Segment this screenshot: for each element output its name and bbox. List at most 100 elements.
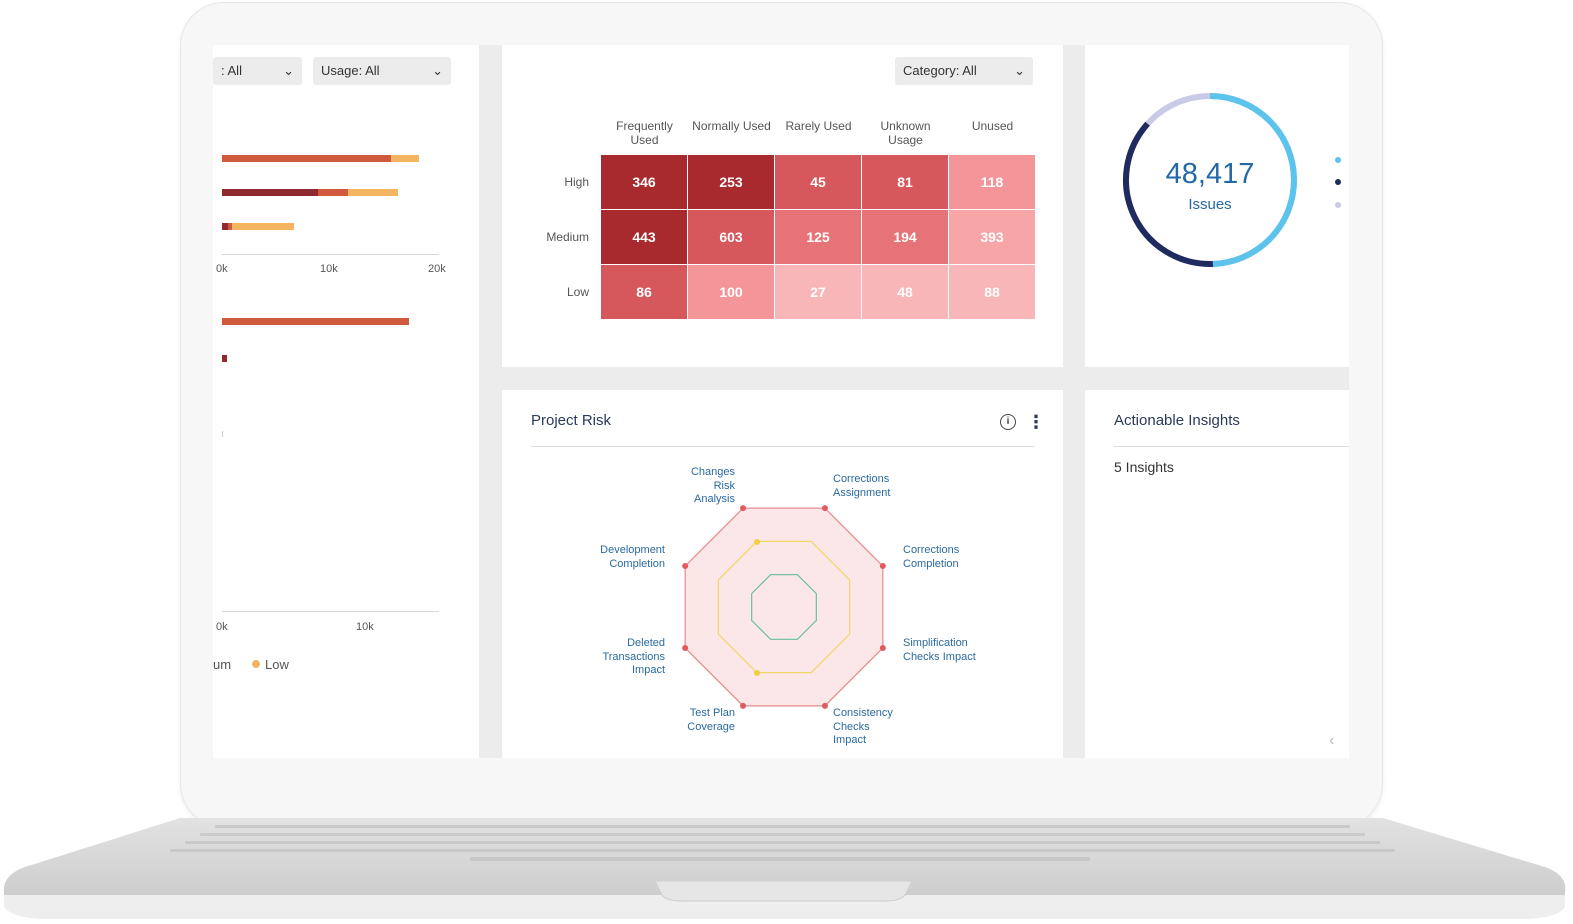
heatmap-cell[interactable]: 346	[601, 155, 687, 209]
chevron-down-icon: ⌄	[283, 63, 294, 78]
insight-text: Fix 14 corrections prior to running SUM,…	[1160, 519, 1330, 587]
tick-label: 20k	[428, 263, 446, 275]
heatmap-column-header: Rarely Used	[785, 119, 852, 133]
insight-card-workstreams[interactable]: Review 17 workstreams with High Priority…	[1114, 606, 1349, 691]
issues-label: Issues	[1188, 196, 1232, 213]
heatmap-row-header: Medium	[546, 230, 589, 244]
legend-label-low: Low	[265, 657, 289, 672]
title-divider	[531, 446, 1034, 447]
heatmap-cell[interactable]: 88	[949, 265, 1035, 319]
issues-panel: 48,417 Issues	[1085, 45, 1349, 367]
tick-label: 0k	[216, 621, 228, 633]
bar-segment	[222, 189, 318, 196]
legend-dot-low	[252, 660, 260, 668]
radar-axis-label: Changes Risk Analysis	[690, 466, 735, 505]
tick-label: 0k	[216, 263, 228, 275]
category-filter-label: Category: All	[903, 63, 977, 78]
heatmap-cell[interactable]: 253	[688, 155, 774, 209]
wrench-icon	[1124, 635, 1146, 662]
legend-label-partial: um	[213, 657, 232, 672]
heatmap-column-header: Unknown Usage	[880, 119, 931, 147]
heatmap-cell[interactable]: 45	[775, 155, 861, 209]
category-filter-select[interactable]: Category: All ⌄	[895, 57, 1033, 85]
filter-select-partial-label: : All	[221, 63, 242, 78]
heatmap-cell[interactable]: 443	[601, 210, 687, 264]
pager-dot	[1335, 179, 1341, 185]
heatmap-cell[interactable]: 48	[862, 265, 948, 319]
issues-donut	[1123, 93, 1341, 267]
radar-point	[879, 644, 886, 651]
radar-point	[682, 563, 689, 570]
radar-axis-label: Corrections Assignment	[833, 473, 891, 499]
filter-select-partial[interactable]: : All ⌄	[213, 57, 302, 85]
radar-axis-label: Consistency Checks Impact	[833, 707, 893, 746]
title-divider	[1114, 446, 1349, 447]
radar-chart	[682, 505, 886, 709]
radar-point	[740, 702, 747, 709]
bar-segment	[391, 155, 419, 162]
heatmap-panel: Category: All ⌄ Frequently Used Normally …	[502, 45, 1063, 367]
radar-point	[821, 505, 828, 512]
dashboard-screen: : All ⌄ Usage: All ⌄ 0k 10k 20k 0k 10k u…	[213, 45, 1349, 758]
bar-segment	[222, 223, 228, 230]
insight-text: Review 17 workstreams with High Priority…	[1160, 623, 1337, 674]
bar-segment	[222, 431, 223, 437]
radar-axis-label: Test Plan Coverage	[687, 707, 735, 733]
radar-series-yellow	[717, 540, 851, 674]
heatmap-cell[interactable]: 100	[688, 265, 774, 319]
radar-axis-label: Simplification Checks Impact	[903, 637, 976, 663]
heatmap-column-header: Unused	[971, 119, 1014, 133]
radar-point	[682, 644, 689, 651]
usage-filter-label: Usage: All	[321, 63, 380, 78]
heatmap-cell[interactable]: 125	[775, 210, 861, 264]
radar-point	[879, 563, 886, 570]
tick-label: 10k	[356, 621, 374, 633]
radar-series-green	[751, 574, 817, 640]
left-chart-panel: : All ⌄ Usage: All ⌄ 0k 10k 20k 0k 10k u…	[213, 45, 479, 758]
bar-segment	[222, 155, 391, 162]
actionable-insights-panel: Actionable Insights 5 Insights Fix 14 co…	[1085, 390, 1349, 758]
radar-axis-label: Development Completion	[600, 544, 665, 570]
heatmap-cell[interactable]: 603	[688, 210, 774, 264]
tick-label: 10k	[320, 263, 338, 275]
radar-point	[740, 505, 747, 512]
heatmap-column-header: Normally Used	[692, 119, 771, 133]
bar-segment	[348, 189, 398, 196]
heatmap-cell[interactable]: 27	[775, 265, 861, 319]
x-axis	[222, 254, 439, 255]
bar-segment	[222, 355, 227, 362]
project-risk-panel: Project Risk i ⋮ Changes Risk Analysis C…	[502, 390, 1063, 758]
bar-segment	[222, 318, 409, 325]
bell-icon	[1124, 540, 1146, 567]
laptop-base	[3, 818, 1566, 919]
chevron-down-icon: ⌄	[1014, 63, 1025, 78]
bar-segment	[318, 189, 348, 196]
info-icon[interactable]: i	[1000, 414, 1016, 430]
heatmap-cell[interactable]: 393	[949, 210, 1035, 264]
heatmap-cell[interactable]: 86	[601, 265, 687, 319]
heatmap-cell[interactable]: 118	[949, 155, 1035, 209]
project-risk-title: Project Risk	[531, 412, 612, 429]
chevron-down-icon: ⌄	[432, 63, 443, 78]
chevron-left-icon[interactable]: ‹	[1329, 732, 1335, 749]
heatmap-column-header: Frequently Used	[616, 119, 673, 147]
insights-count: 5 Insights	[1114, 459, 1174, 475]
radar-point	[821, 702, 828, 709]
heatmap-cell[interactable]: 194	[862, 210, 948, 264]
pager-dot	[1335, 157, 1341, 163]
bar-segment	[232, 223, 294, 230]
radar-series-red	[684, 507, 884, 707]
x-axis	[222, 611, 439, 612]
heatmap-cell[interactable]: 81	[862, 155, 948, 209]
usage-filter-select[interactable]: Usage: All ⌄	[313, 57, 451, 85]
radar-point	[754, 539, 760, 545]
insight-card-corrections[interactable]: Fix 14 corrections prior to running SUM,…	[1114, 510, 1349, 596]
radar-axis-label: Deleted Transactions Impact	[602, 637, 665, 676]
insights-title: Actionable Insights	[1114, 412, 1240, 429]
radar-axis-label: Corrections Completion	[903, 544, 960, 570]
heatmap-row-header: Low	[566, 285, 589, 299]
heatmap-row-header: High	[564, 175, 589, 189]
pager-dot	[1335, 202, 1341, 208]
radar-point	[754, 670, 760, 676]
issues-count: 48,417	[1165, 158, 1255, 190]
